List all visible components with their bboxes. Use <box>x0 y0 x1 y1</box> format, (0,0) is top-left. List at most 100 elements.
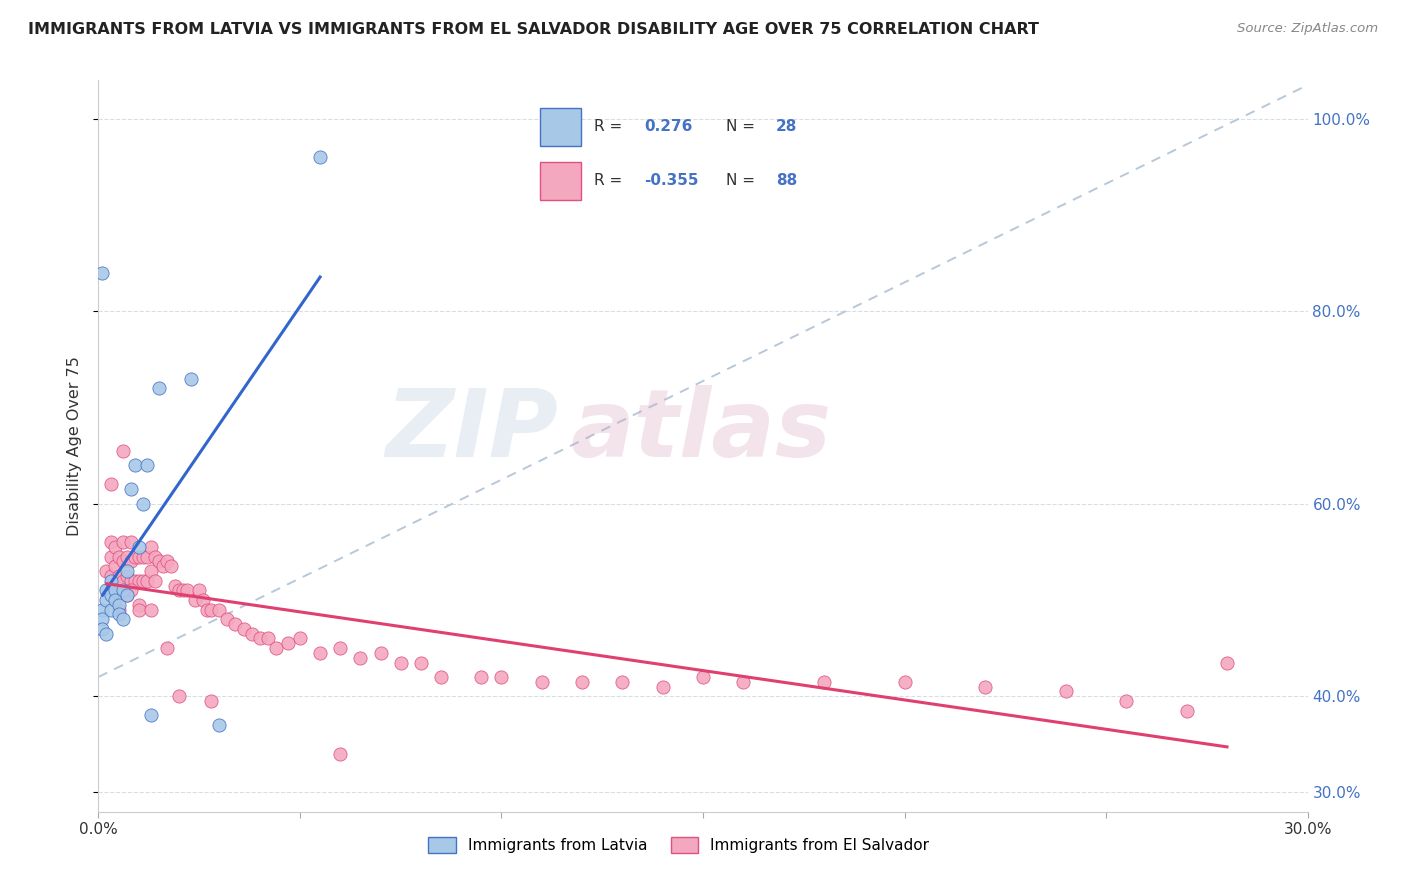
Point <box>224 617 246 632</box>
Point <box>96 626 118 640</box>
Point <box>349 650 371 665</box>
Point <box>188 583 211 598</box>
Point <box>139 564 162 578</box>
Point <box>1115 694 1137 708</box>
Point <box>409 656 432 670</box>
Point <box>167 690 190 704</box>
Point <box>135 549 157 564</box>
Point <box>120 535 142 549</box>
Point <box>277 636 299 650</box>
Point <box>111 583 134 598</box>
Point <box>733 674 755 689</box>
Point <box>111 535 134 549</box>
Point <box>132 574 155 588</box>
Point <box>974 680 997 694</box>
Point <box>329 641 352 656</box>
Point <box>176 583 198 598</box>
Point <box>124 458 146 473</box>
Point <box>91 602 114 616</box>
Point <box>288 632 311 646</box>
Point <box>111 554 134 568</box>
Point <box>120 574 142 588</box>
Point <box>160 559 183 574</box>
Point <box>156 641 179 656</box>
Point <box>128 602 150 616</box>
Point <box>111 443 134 458</box>
Text: ZIP: ZIP <box>385 385 558 477</box>
Point <box>115 549 138 564</box>
Point <box>571 674 593 689</box>
Point <box>152 559 174 574</box>
Point <box>1054 684 1077 698</box>
Point <box>107 549 129 564</box>
Point <box>430 670 453 684</box>
Point <box>107 602 129 616</box>
Point <box>163 578 186 592</box>
Point <box>103 559 125 574</box>
Point <box>470 670 492 684</box>
Point <box>91 622 114 636</box>
Point <box>167 583 190 598</box>
Point <box>124 549 146 564</box>
Point <box>124 574 146 588</box>
Point <box>195 602 218 616</box>
Point <box>217 612 239 626</box>
Point <box>107 607 129 622</box>
Point <box>148 381 170 395</box>
Point <box>100 588 122 602</box>
Point <box>651 680 673 694</box>
Point <box>200 602 222 616</box>
Point <box>172 583 194 598</box>
Point <box>180 371 202 385</box>
Text: IMMIGRANTS FROM LATVIA VS IMMIGRANTS FROM EL SALVADOR DISABILITY AGE OVER 75 COR: IMMIGRANTS FROM LATVIA VS IMMIGRANTS FRO… <box>28 22 1039 37</box>
Point <box>128 540 150 554</box>
Point <box>120 554 142 568</box>
Point <box>120 583 142 598</box>
Point <box>128 598 150 612</box>
Point <box>100 574 122 588</box>
Point <box>96 593 118 607</box>
Point <box>208 718 231 732</box>
Point <box>103 583 125 598</box>
Point <box>115 564 138 578</box>
Text: atlas: atlas <box>569 385 831 477</box>
Y-axis label: Disability Age Over 75: Disability Age Over 75 <box>67 356 83 536</box>
Point <box>132 549 155 564</box>
Point <box>103 540 125 554</box>
Point <box>111 612 134 626</box>
Point <box>148 554 170 568</box>
Point <box>107 598 129 612</box>
Point <box>208 602 231 616</box>
Point <box>96 583 118 598</box>
Point <box>128 574 150 588</box>
Point <box>530 674 553 689</box>
Point <box>309 150 332 164</box>
Point <box>107 588 129 602</box>
Point <box>370 646 392 660</box>
Point <box>309 646 332 660</box>
Point <box>120 483 142 497</box>
Point <box>193 593 215 607</box>
Point <box>240 626 263 640</box>
Point <box>100 569 122 583</box>
Point <box>249 632 271 646</box>
Point <box>491 670 513 684</box>
Point <box>156 554 179 568</box>
Point <box>143 549 166 564</box>
Point <box>264 641 287 656</box>
Point <box>115 588 138 602</box>
Point <box>135 574 157 588</box>
Point <box>1216 656 1239 670</box>
Point <box>103 593 125 607</box>
Point <box>107 569 129 583</box>
Point <box>184 593 207 607</box>
Point <box>232 622 254 636</box>
Point <box>139 708 162 723</box>
Point <box>103 583 125 598</box>
Point <box>128 549 150 564</box>
Point <box>111 574 134 588</box>
Point <box>389 656 412 670</box>
Point <box>139 602 162 616</box>
Point <box>91 612 114 626</box>
Point <box>115 569 138 583</box>
